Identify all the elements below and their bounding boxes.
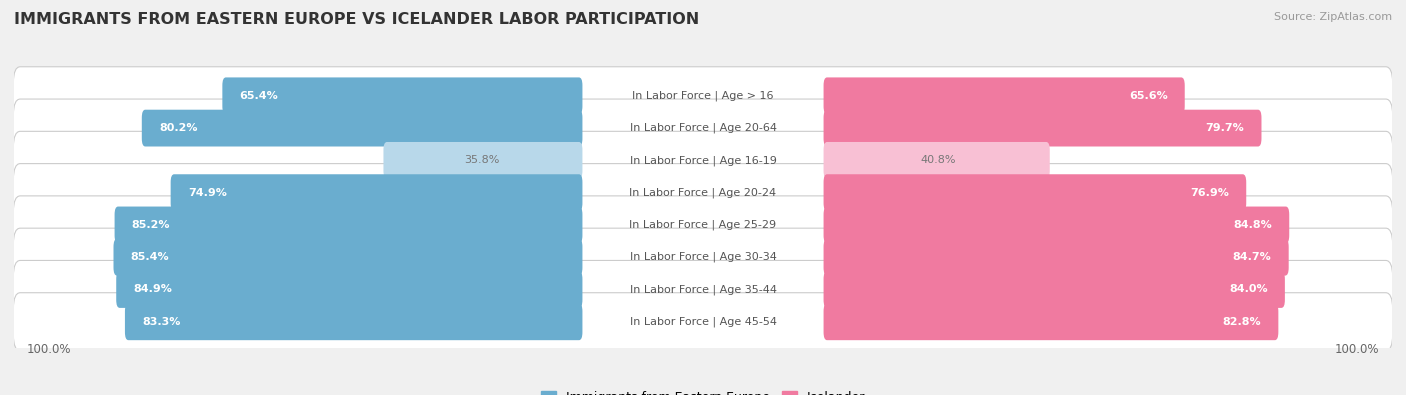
Text: In Labor Force | Age 20-64: In Labor Force | Age 20-64 — [630, 123, 776, 134]
Text: 100.0%: 100.0% — [27, 343, 72, 356]
Text: IMMIGRANTS FROM EASTERN EUROPE VS ICELANDER LABOR PARTICIPATION: IMMIGRANTS FROM EASTERN EUROPE VS ICELAN… — [14, 12, 699, 27]
Text: In Labor Force | Age 30-34: In Labor Force | Age 30-34 — [630, 252, 776, 262]
Text: 84.7%: 84.7% — [1233, 252, 1271, 262]
FancyBboxPatch shape — [125, 303, 582, 340]
Text: 80.2%: 80.2% — [159, 123, 197, 133]
FancyBboxPatch shape — [824, 110, 1261, 147]
Text: 84.0%: 84.0% — [1229, 284, 1268, 295]
FancyBboxPatch shape — [14, 293, 1392, 351]
Text: 83.3%: 83.3% — [142, 317, 180, 327]
FancyBboxPatch shape — [824, 174, 1246, 211]
Text: 79.7%: 79.7% — [1205, 123, 1244, 133]
FancyBboxPatch shape — [824, 303, 1278, 340]
Text: 85.2%: 85.2% — [132, 220, 170, 230]
Text: 84.9%: 84.9% — [134, 284, 173, 295]
Text: In Labor Force | Age 20-24: In Labor Force | Age 20-24 — [630, 187, 776, 198]
FancyBboxPatch shape — [824, 142, 1050, 179]
Legend: Immigrants from Eastern Europe, Icelander: Immigrants from Eastern Europe, Icelande… — [537, 387, 869, 395]
FancyBboxPatch shape — [14, 164, 1392, 222]
FancyBboxPatch shape — [115, 207, 582, 243]
FancyBboxPatch shape — [14, 67, 1392, 125]
Text: 74.9%: 74.9% — [188, 188, 226, 198]
Text: In Labor Force | Age 35-44: In Labor Force | Age 35-44 — [630, 284, 776, 295]
Text: 85.4%: 85.4% — [131, 252, 169, 262]
Text: In Labor Force | Age 45-54: In Labor Force | Age 45-54 — [630, 316, 776, 327]
Text: 40.8%: 40.8% — [921, 155, 956, 166]
Text: 82.8%: 82.8% — [1222, 317, 1261, 327]
Text: 84.8%: 84.8% — [1233, 220, 1272, 230]
Text: Source: ZipAtlas.com: Source: ZipAtlas.com — [1274, 12, 1392, 22]
FancyBboxPatch shape — [222, 77, 582, 114]
FancyBboxPatch shape — [14, 131, 1392, 190]
FancyBboxPatch shape — [114, 239, 582, 276]
Text: In Labor Force | Age 16-19: In Labor Force | Age 16-19 — [630, 155, 776, 166]
Text: In Labor Force | Age 25-29: In Labor Force | Age 25-29 — [630, 220, 776, 230]
FancyBboxPatch shape — [824, 271, 1285, 308]
FancyBboxPatch shape — [824, 239, 1289, 276]
FancyBboxPatch shape — [384, 142, 582, 179]
FancyBboxPatch shape — [142, 110, 582, 147]
FancyBboxPatch shape — [117, 271, 582, 308]
Text: 65.6%: 65.6% — [1129, 91, 1167, 101]
FancyBboxPatch shape — [14, 99, 1392, 157]
FancyBboxPatch shape — [824, 207, 1289, 243]
Text: 65.4%: 65.4% — [239, 91, 278, 101]
FancyBboxPatch shape — [14, 196, 1392, 254]
FancyBboxPatch shape — [824, 77, 1185, 114]
Text: 76.9%: 76.9% — [1189, 188, 1229, 198]
FancyBboxPatch shape — [14, 228, 1392, 286]
Text: 100.0%: 100.0% — [1334, 343, 1379, 356]
Text: In Labor Force | Age > 16: In Labor Force | Age > 16 — [633, 90, 773, 101]
FancyBboxPatch shape — [170, 174, 582, 211]
Text: 35.8%: 35.8% — [464, 155, 499, 166]
FancyBboxPatch shape — [14, 260, 1392, 318]
